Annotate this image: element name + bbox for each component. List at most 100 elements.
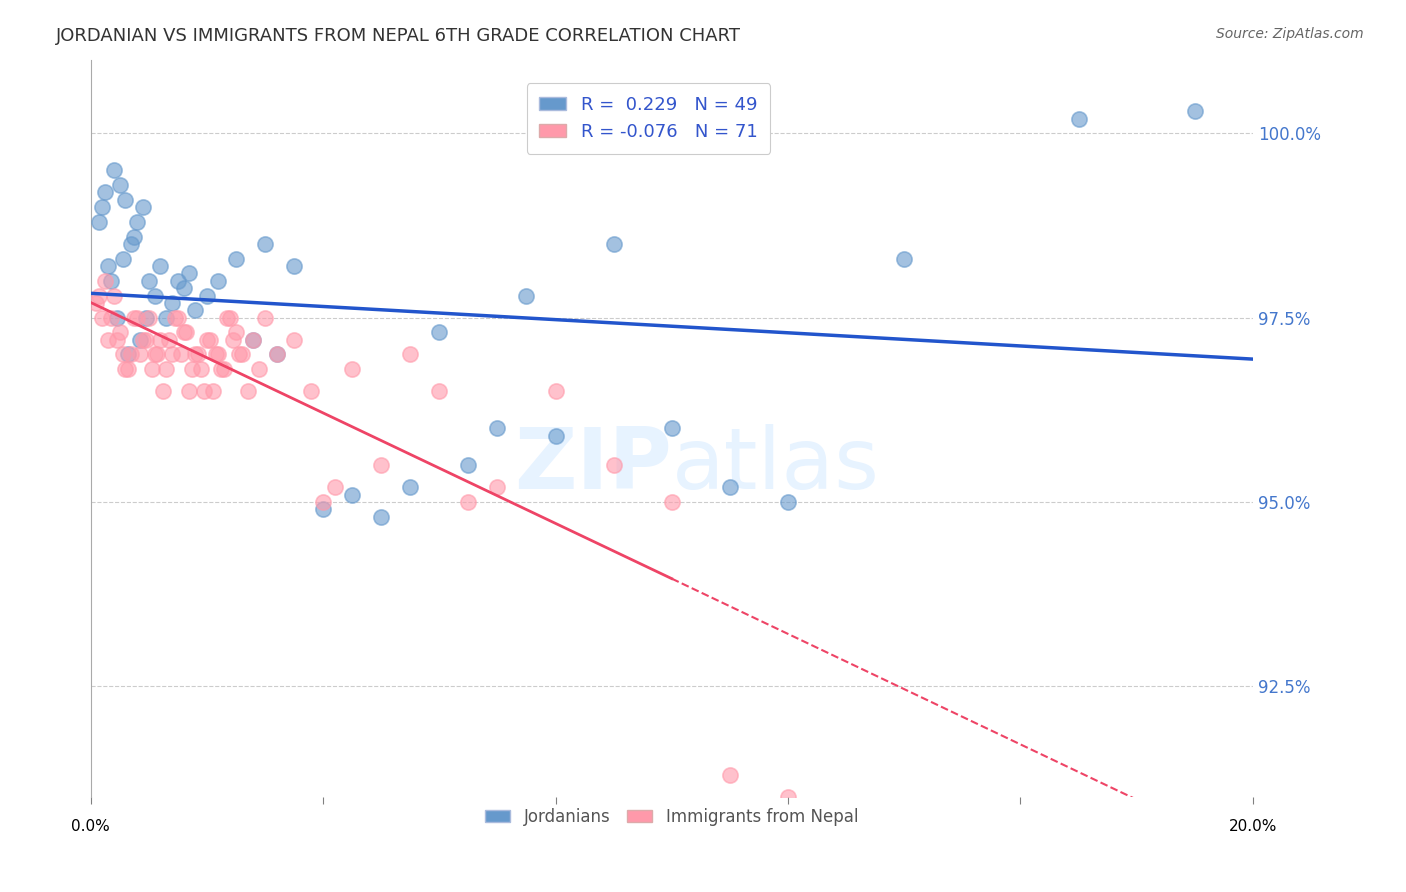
Point: [718, 480, 741, 494]
Point: [122, 310, 145, 325]
Point: [602, 236, 624, 251]
Point: [399, 347, 422, 361]
Point: [160, 296, 183, 310]
Text: ZIP: ZIP: [515, 424, 672, 507]
Point: [157, 333, 180, 347]
Point: [166, 310, 188, 325]
Point: [108, 178, 131, 192]
Point: [86, 296, 108, 310]
Point: [120, 347, 142, 361]
Point: [893, 252, 915, 266]
Point: [141, 362, 163, 376]
Point: [193, 384, 215, 399]
Point: [129, 333, 152, 347]
Point: [253, 236, 276, 251]
Point: [266, 347, 288, 361]
Point: [114, 362, 136, 376]
Point: [135, 333, 157, 347]
Point: [103, 288, 125, 302]
Point: [225, 252, 247, 266]
Point: [163, 310, 186, 325]
Point: [146, 347, 169, 361]
Point: [187, 347, 209, 361]
Point: [370, 458, 392, 472]
Legend: Jordanians, Immigrants from Nepal: Jordanians, Immigrants from Nepal: [479, 801, 865, 833]
Point: [166, 274, 188, 288]
Point: [776, 789, 799, 804]
Point: [111, 252, 134, 266]
Point: [91, 200, 114, 214]
Point: [143, 288, 166, 302]
Point: [108, 326, 131, 340]
Point: [184, 347, 207, 361]
Point: [111, 347, 134, 361]
Point: [149, 259, 172, 273]
Point: [661, 495, 683, 509]
Point: [370, 509, 392, 524]
Point: [427, 326, 450, 340]
Point: [117, 347, 139, 361]
Point: [225, 326, 247, 340]
Point: [283, 259, 305, 273]
Point: [152, 384, 174, 399]
Point: [135, 310, 157, 325]
Text: atlas: atlas: [672, 424, 880, 507]
Text: 0.0%: 0.0%: [72, 819, 110, 834]
Point: [207, 274, 229, 288]
Point: [155, 310, 177, 325]
Point: [242, 333, 264, 347]
Point: [155, 362, 177, 376]
Point: [114, 193, 136, 207]
Point: [103, 163, 125, 178]
Point: [89, 288, 111, 302]
Point: [117, 362, 139, 376]
Point: [105, 333, 128, 347]
Text: 20.0%: 20.0%: [1229, 819, 1277, 834]
Point: [222, 333, 245, 347]
Point: [544, 428, 567, 442]
Point: [427, 384, 450, 399]
Point: [661, 421, 683, 435]
Point: [247, 362, 270, 376]
Point: [718, 767, 741, 781]
Point: [486, 480, 509, 494]
Point: [129, 347, 152, 361]
Text: Source: ZipAtlas.com: Source: ZipAtlas.com: [1216, 27, 1364, 41]
Point: [173, 281, 195, 295]
Point: [179, 266, 201, 280]
Point: [105, 310, 128, 325]
Point: [204, 347, 226, 361]
Point: [127, 310, 149, 325]
Point: [89, 215, 111, 229]
Point: [219, 310, 242, 325]
Point: [91, 310, 114, 325]
Point: [253, 310, 276, 325]
Point: [236, 384, 259, 399]
Point: [100, 274, 122, 288]
Point: [138, 274, 160, 288]
Point: [143, 347, 166, 361]
Point: [301, 384, 323, 399]
Point: [457, 458, 479, 472]
Point: [195, 333, 218, 347]
Point: [486, 421, 509, 435]
Point: [266, 347, 288, 361]
Point: [323, 480, 346, 494]
Point: [132, 200, 155, 214]
Point: [149, 333, 172, 347]
Point: [160, 347, 183, 361]
Point: [170, 347, 193, 361]
Point: [214, 362, 236, 376]
Point: [181, 362, 204, 376]
Point: [127, 215, 149, 229]
Point: [138, 310, 160, 325]
Point: [190, 362, 212, 376]
Point: [340, 487, 363, 501]
Point: [231, 347, 253, 361]
Point: [217, 310, 239, 325]
Point: [122, 229, 145, 244]
Point: [176, 326, 198, 340]
Point: [544, 384, 567, 399]
Point: [602, 458, 624, 472]
Point: [173, 326, 195, 340]
